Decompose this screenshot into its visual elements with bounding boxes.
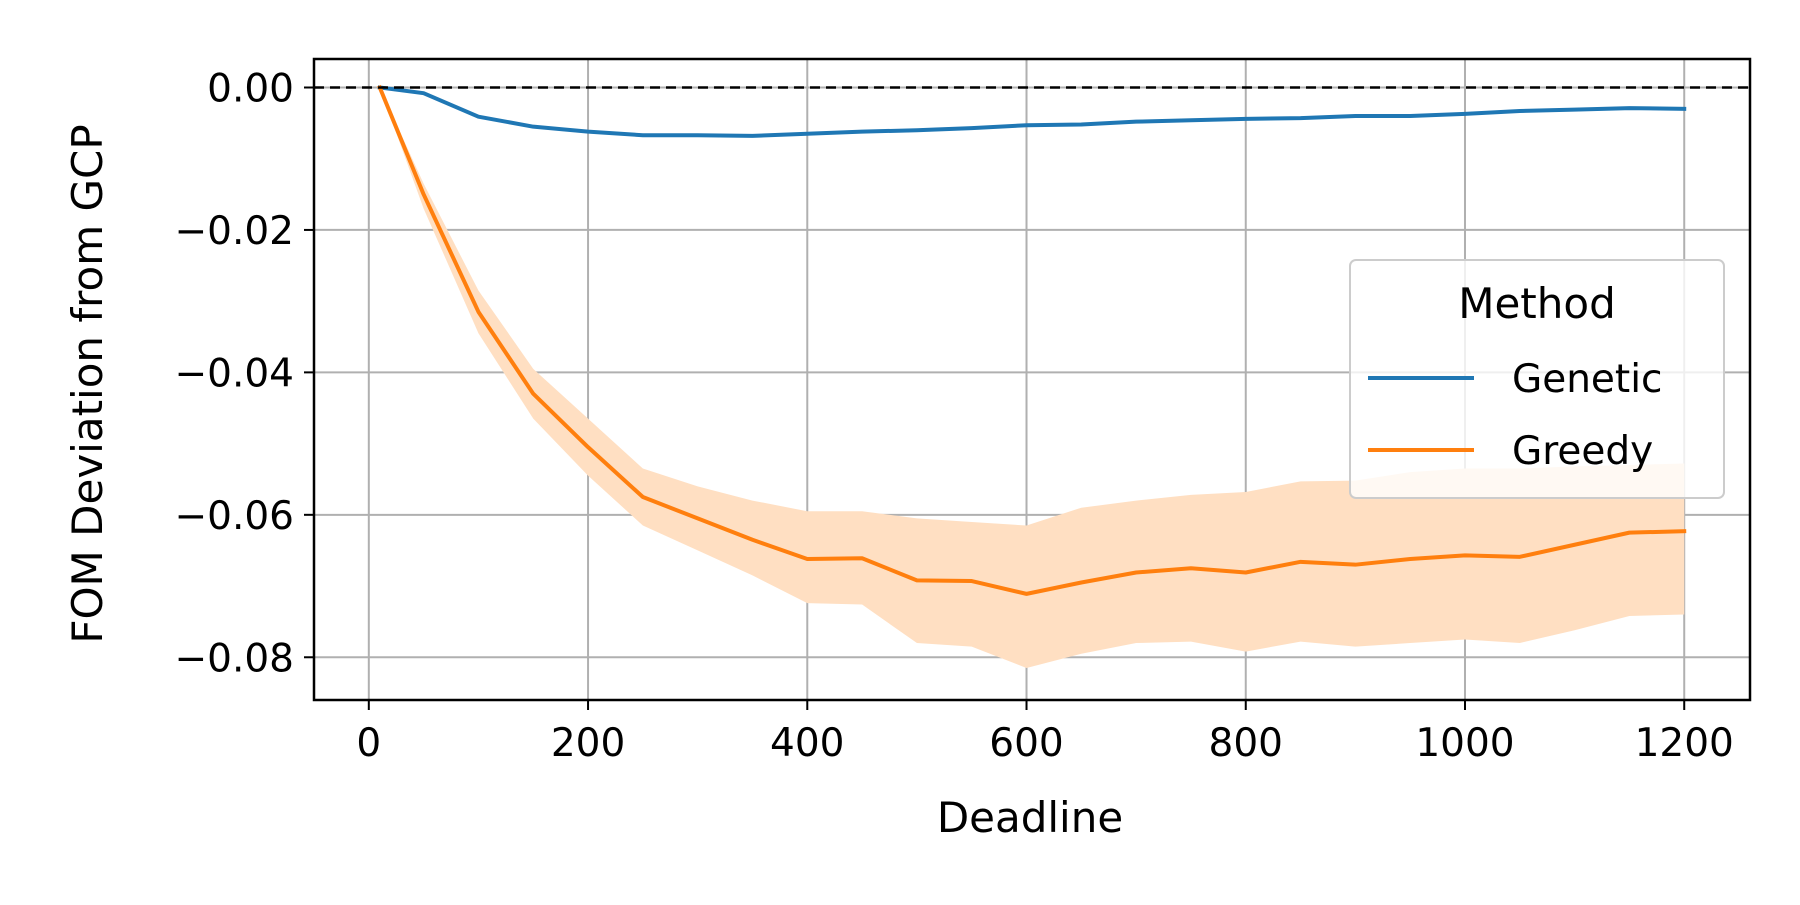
legend-label-genetic: Genetic <box>1512 357 1663 402</box>
y-tick-label: −0.06 <box>174 494 294 539</box>
y-tick-label: −0.04 <box>174 351 294 396</box>
x-tick-label: 0 <box>356 721 381 766</box>
x-axis-label: Deadline <box>937 793 1123 842</box>
tick-layer: 0 200 400 600 800 1000 1200 0.00 −0.02 −0.04 −0.06… <box>174 66 1733 766</box>
y-axis-label: FOM Deviation from GCP <box>63 124 112 643</box>
legend: Method Genetic Greedy <box>1349 259 1725 499</box>
x-tick-label: 1200 <box>1635 721 1734 766</box>
series-line-genetic <box>377 85 1687 138</box>
y-tick-label: −0.02 <box>174 209 294 254</box>
legend-label-greedy: Greedy <box>1512 429 1653 474</box>
legend-box <box>1349 259 1725 499</box>
plot-frame <box>312 57 1752 702</box>
x-tick-label: 200 <box>551 721 625 766</box>
legend-title: Method <box>1458 279 1616 328</box>
x-tick-label: 800 <box>1209 721 1283 766</box>
y-tick-label: 0.00 <box>207 66 294 111</box>
x-tick-label: 600 <box>989 721 1063 766</box>
x-tick-label: 1000 <box>1415 721 1514 766</box>
series-lines <box>377 84 1687 596</box>
x-tick-label: 400 <box>770 721 844 766</box>
axes-frame <box>312 57 1752 702</box>
y-tick-label: −0.08 <box>174 636 294 681</box>
series-line-greedy <box>377 84 1687 596</box>
